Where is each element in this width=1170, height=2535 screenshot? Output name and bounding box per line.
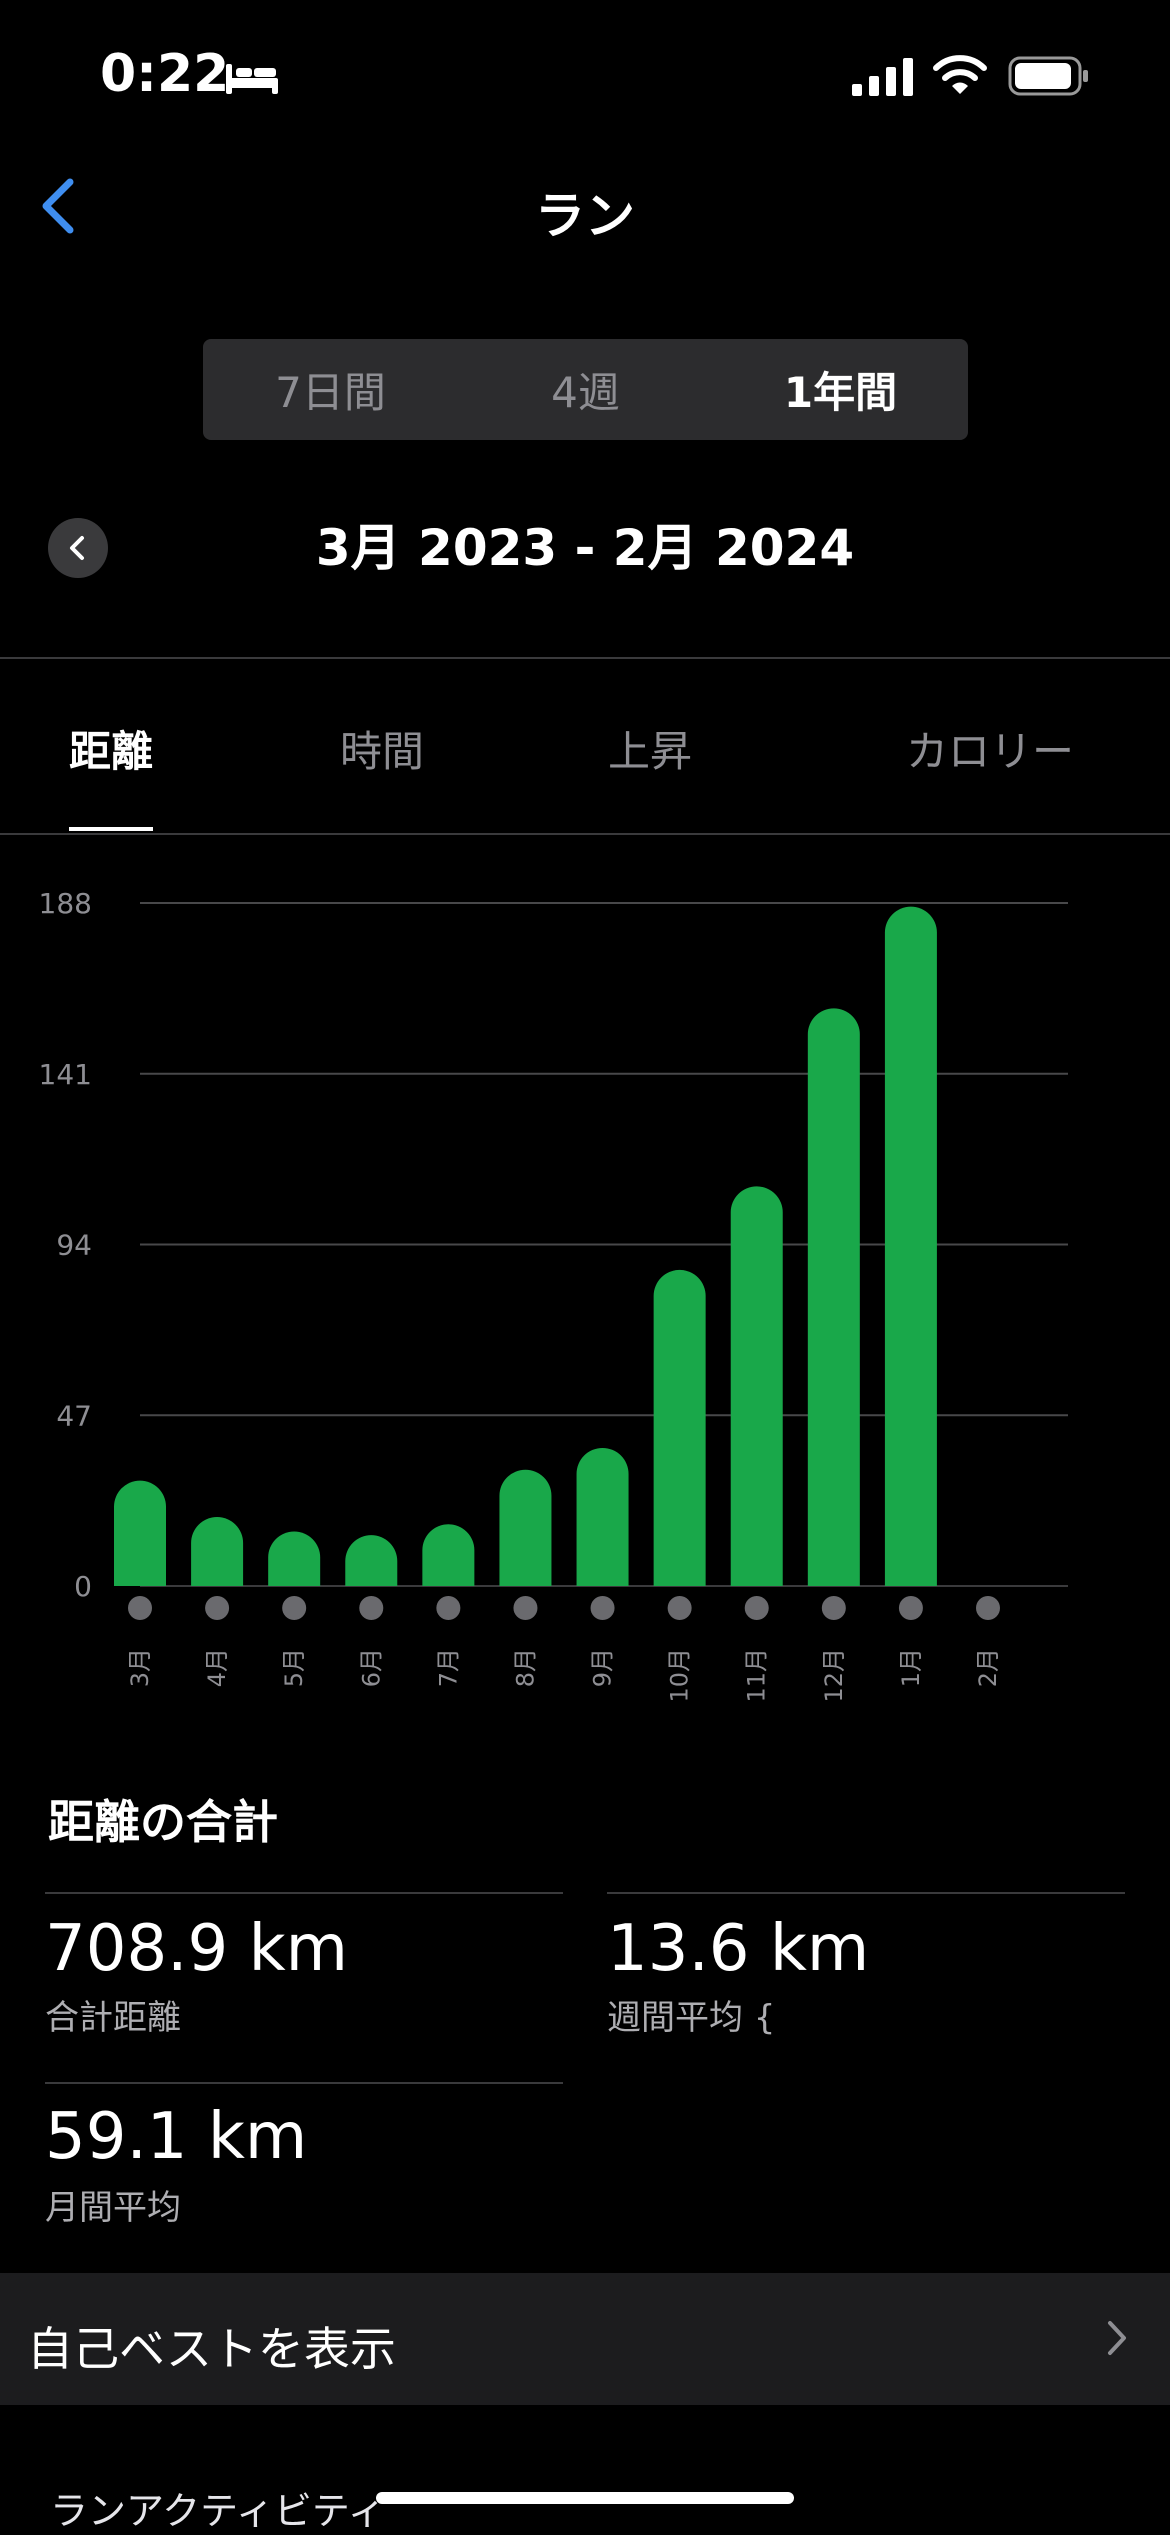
personal-best-row[interactable]: 自己ベストを表示 xyxy=(0,2273,1170,2405)
segment-1-year[interactable]: 1年間 xyxy=(783,368,898,417)
previous-period-button[interactable] xyxy=(48,518,108,578)
divider xyxy=(0,657,1170,659)
divider xyxy=(0,833,1170,835)
chevron-right-icon xyxy=(1108,2321,1126,2355)
month-dot xyxy=(821,1596,846,1620)
sleep-bed-icon xyxy=(226,64,278,94)
x-tick-label: 6月 xyxy=(357,1648,385,1687)
month-dot xyxy=(359,1596,384,1620)
month-dot xyxy=(744,1596,769,1620)
x-tick-label: 10月 xyxy=(666,1648,694,1703)
y-tick-label: 0 xyxy=(74,1570,92,1603)
page-title: ラン xyxy=(535,187,635,245)
y-tick-label: 94 xyxy=(56,1229,92,1262)
x-tick-label: 9月 xyxy=(589,1648,617,1687)
x-tick-label: 7月 xyxy=(434,1648,462,1687)
period-segmented-control: 7日間 4週 1年間 xyxy=(203,339,968,440)
cellular-signal-icon xyxy=(852,58,913,96)
active-tab-indicator xyxy=(69,827,153,831)
x-tick-label: 12月 xyxy=(820,1648,848,1703)
total-distance-label: 合計距離 xyxy=(45,1998,181,2038)
x-tick-label: 11月 xyxy=(743,1648,771,1703)
x-tick-label: 3月 xyxy=(126,1648,154,1687)
wifi-icon xyxy=(933,55,987,94)
month-dot xyxy=(282,1596,307,1620)
run-activity-heading: ランアクティビティ xyxy=(50,2489,386,2533)
chevron-left-icon xyxy=(70,536,84,560)
bar xyxy=(730,1186,783,1586)
x-tick-label: 4月 xyxy=(203,1648,231,1687)
monthly-average-label: 月間平均 xyxy=(45,2188,181,2228)
divider xyxy=(45,2082,563,2084)
tab-calories[interactable]: カロリー xyxy=(906,727,1075,776)
x-tick-label: 1月 xyxy=(897,1648,925,1687)
status-time: 0:22 xyxy=(100,44,230,104)
battery-icon xyxy=(1008,56,1088,96)
bar xyxy=(114,1480,166,1586)
monthly-average-value: 59.1 km xyxy=(45,2100,308,2174)
summary-title: 距離の合計 xyxy=(48,1795,278,1849)
x-tick-label: 5月 xyxy=(280,1648,308,1687)
bar xyxy=(268,1531,321,1586)
divider xyxy=(45,1892,563,1894)
month-dot xyxy=(513,1596,538,1620)
x-tick-label: 8月 xyxy=(511,1648,539,1687)
tab-elevation[interactable]: 上昇 xyxy=(608,727,693,776)
y-tick-label: 141 xyxy=(39,1058,92,1091)
weekly-average-value: 13.6 km xyxy=(607,1912,870,1986)
month-dot xyxy=(667,1596,692,1620)
month-dot xyxy=(898,1596,923,1620)
month-dot xyxy=(436,1596,461,1620)
personal-best-label: 自己ベストを表示 xyxy=(27,2322,396,2376)
bar xyxy=(807,1008,860,1586)
y-tick-label: 188 xyxy=(39,887,92,920)
segment-4-weeks[interactable]: 4週 xyxy=(551,368,620,417)
divider xyxy=(607,1892,1125,1894)
month-dot xyxy=(205,1596,230,1620)
bar xyxy=(191,1516,244,1586)
month-dot xyxy=(128,1596,152,1620)
total-distance-value: 708.9 km xyxy=(45,1912,348,1986)
month-dot xyxy=(976,1596,1000,1620)
bar xyxy=(345,1535,398,1586)
tab-distance[interactable]: 距離 xyxy=(69,727,154,776)
bar xyxy=(499,1469,552,1586)
home-indicator[interactable] xyxy=(376,2492,794,2504)
month-dot xyxy=(590,1596,615,1620)
y-tick-label: 47 xyxy=(56,1399,92,1432)
date-range-label: 3月 2023 - 2月 2024 xyxy=(315,519,855,577)
bar xyxy=(576,1447,629,1586)
distance-bar-chart: 0 47 94 141 188 3月 4月 5月 6月 7月 8月 9月 10月 11月 12月 1月 2月 xyxy=(39,887,1068,1703)
tab-time[interactable]: 時間 xyxy=(340,727,425,776)
x-tick-label: 2月 xyxy=(974,1648,1002,1687)
bar xyxy=(884,906,937,1586)
bar xyxy=(653,1269,706,1586)
back-chevron-icon[interactable] xyxy=(30,170,84,242)
weekly-average-label: 週間平均 { xyxy=(607,1998,776,2038)
segment-7-days[interactable]: 7日間 xyxy=(275,368,386,417)
bar xyxy=(422,1524,475,1586)
